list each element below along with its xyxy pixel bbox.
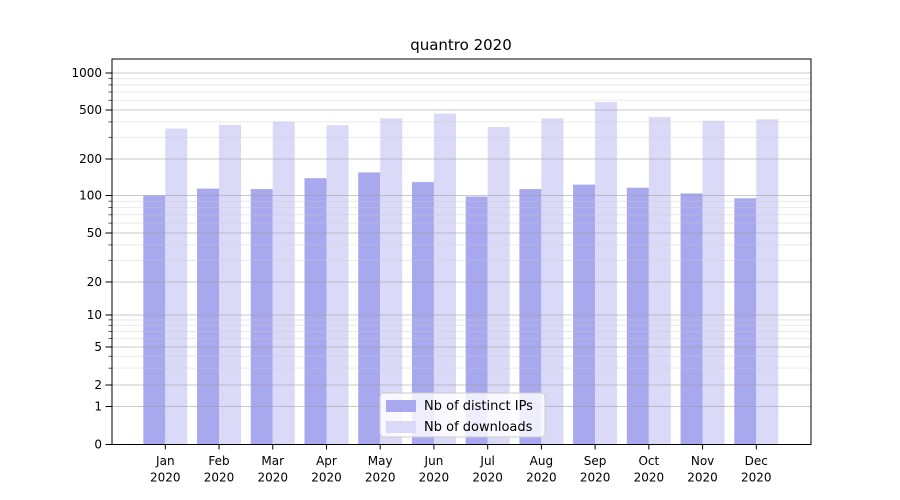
x-tick-label-year: 2020 bbox=[526, 471, 557, 485]
plot-frame bbox=[111, 58, 812, 445]
bar-nb-of-downloads-oct bbox=[648, 117, 671, 445]
bar-nb-of-distinct-ips-apr bbox=[304, 178, 327, 445]
bar-nb-of-distinct-ips-jul bbox=[465, 196, 488, 445]
y-tick-label: 100 bbox=[79, 189, 102, 203]
bar-nb-of-downloads-sep bbox=[595, 102, 618, 445]
gridlines-layer bbox=[112, 72, 811, 407]
y-tick-label: 2 bbox=[94, 378, 102, 392]
bar-nb-of-downloads-aug bbox=[541, 118, 564, 445]
x-tick-label-month-jul: Jul bbox=[479, 454, 494, 468]
bars-layer bbox=[143, 102, 779, 445]
y-tick-label: 5 bbox=[94, 340, 102, 354]
x-tick-label-year: 2020 bbox=[365, 471, 396, 485]
x-tick-label-month-jun: Jun bbox=[424, 454, 444, 468]
x-tick-label-year: 2020 bbox=[634, 471, 665, 485]
x-tick-label-year: 2020 bbox=[150, 471, 181, 485]
y-tick-label: 1000 bbox=[71, 66, 102, 80]
bar-nb-of-downloads-jan bbox=[165, 128, 188, 445]
bar-nb-of-downloads-apr bbox=[326, 125, 349, 445]
x-tick-label-month-dec: Dec bbox=[745, 454, 768, 468]
bar-nb-of-distinct-ips-aug bbox=[519, 189, 542, 445]
bar-nb-of-downloads-may bbox=[380, 118, 403, 445]
bar-nb-of-distinct-ips-may bbox=[358, 172, 381, 445]
y-tick-label: 200 bbox=[79, 152, 102, 166]
axes-layer: 0 1 2 5 10 20 50 100 200 500 1000 Jan 2020 Feb 2020 Mar… bbox=[71, 66, 771, 484]
y-tick-label: 1 bbox=[94, 400, 102, 414]
x-tick-label-month-aug: Aug bbox=[530, 454, 553, 468]
x-tick-label-year: 2020 bbox=[687, 471, 718, 485]
y-tick-label: 10 bbox=[87, 308, 102, 322]
x-tick-label-month-nov: Nov bbox=[691, 454, 714, 468]
bar-nb-of-downloads-mar bbox=[272, 121, 295, 445]
y-tick-label: 20 bbox=[87, 275, 102, 289]
x-tick-label-month-oct: Oct bbox=[638, 454, 659, 468]
bar-nb-of-downloads-nov bbox=[702, 120, 725, 445]
bar-nb-of-downloads-jul bbox=[487, 126, 510, 445]
x-tick-label-month-sep: Sep bbox=[584, 454, 607, 468]
legend: Nb of distinct IPs Nb of downloads bbox=[379, 392, 546, 438]
x-tick-label-month-may: May bbox=[368, 454, 393, 468]
y-tick-label: 0 bbox=[94, 438, 102, 452]
legend-swatch-distinct-ips-icon bbox=[386, 400, 416, 412]
x-tick-label-year: 2020 bbox=[204, 471, 235, 485]
bar-nb-of-downloads-feb bbox=[219, 124, 242, 445]
x-tick-label-month-feb: Feb bbox=[208, 454, 229, 468]
x-tick-label-year: 2020 bbox=[311, 471, 342, 485]
legend-swatch-downloads-icon bbox=[386, 421, 416, 433]
bar-nb-of-distinct-ips-dec bbox=[734, 198, 757, 445]
x-tick-label-year: 2020 bbox=[257, 471, 288, 485]
bar-nb-of-distinct-ips-oct bbox=[626, 187, 649, 445]
bar-nb-of-distinct-ips-nov bbox=[680, 193, 703, 445]
x-tick-label-year: 2020 bbox=[580, 471, 611, 485]
bar-nb-of-distinct-ips-feb bbox=[197, 188, 220, 445]
y-tick-label: 500 bbox=[79, 103, 102, 117]
legend-label-downloads: Nb of downloads bbox=[424, 420, 533, 435]
x-tick-label-month-mar: Mar bbox=[261, 454, 284, 468]
y-tick-label: 50 bbox=[87, 226, 102, 240]
chart-title: quantro 2020 bbox=[410, 36, 512, 54]
bar-nb-of-distinct-ips-jan bbox=[143, 195, 166, 445]
bar-nb-of-distinct-ips-jun bbox=[411, 182, 434, 445]
bar-nb-of-distinct-ips-mar bbox=[250, 189, 273, 445]
x-tick-label-year: 2020 bbox=[419, 471, 450, 485]
legend-label-distinct-ips: Nb of distinct IPs bbox=[424, 399, 533, 414]
x-tick-label-year: 2020 bbox=[472, 471, 503, 485]
x-tick-label-month-apr: Apr bbox=[316, 454, 337, 468]
bar-nb-of-downloads-jun bbox=[433, 113, 456, 445]
x-tick-label-year: 2020 bbox=[741, 471, 772, 485]
x-tick-label-month-jan: Jan bbox=[155, 454, 175, 468]
legend-box bbox=[379, 392, 546, 438]
